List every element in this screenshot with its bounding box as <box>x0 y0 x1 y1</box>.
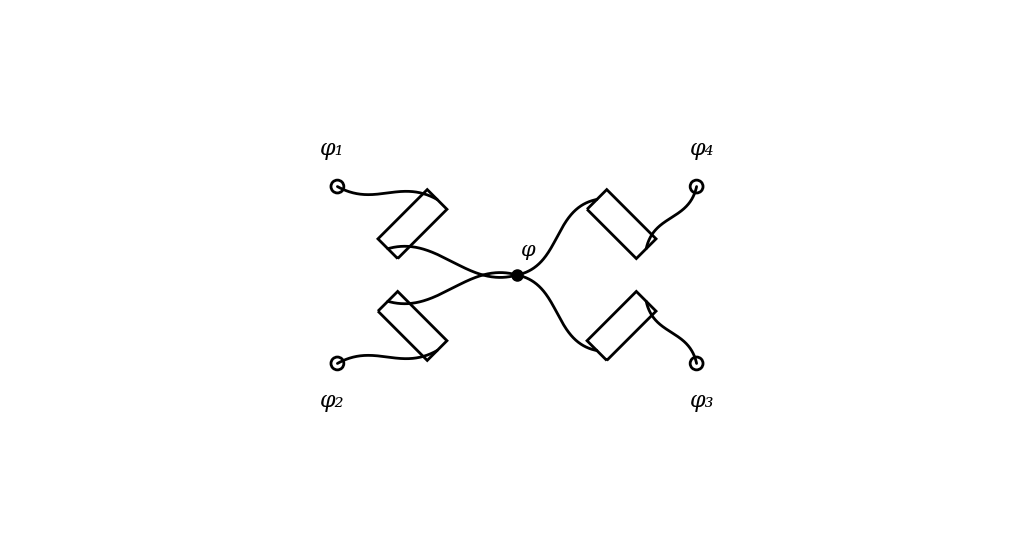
Text: φ: φ <box>521 241 536 260</box>
Text: φ₄: φ₄ <box>690 138 714 160</box>
Text: φ₃: φ₃ <box>690 390 714 412</box>
Text: φ₁: φ₁ <box>320 138 344 160</box>
Text: φ₂: φ₂ <box>320 390 344 412</box>
